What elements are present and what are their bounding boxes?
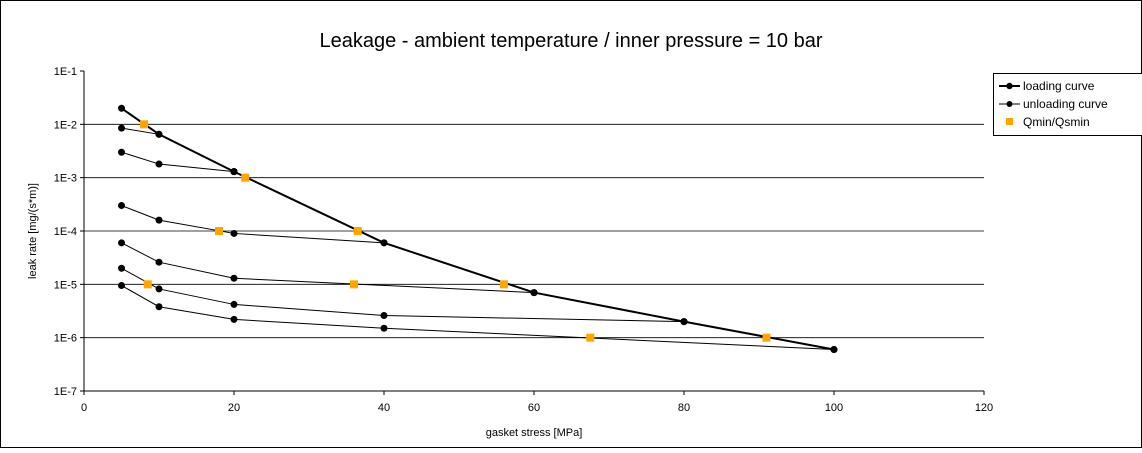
unloading-curve-point	[156, 303, 163, 310]
unloading-curve-point	[156, 285, 163, 292]
y-tick-label: 1E-6	[54, 333, 77, 345]
x-tick-label: 40	[378, 402, 390, 414]
unloading-curve-point	[381, 239, 388, 246]
unloading-curve-point	[231, 301, 238, 308]
legend: loading curve unloading curve Qmin/Qsmin	[994, 74, 1142, 136]
loading-curve-point	[118, 105, 125, 112]
unloading-curve-point	[681, 318, 688, 325]
legend-qmin-label: Qmin/Qsmin	[1023, 115, 1090, 129]
legend-loading-marker	[1006, 83, 1012, 89]
x-tick-label: 120	[975, 402, 993, 414]
unloading-curve-point	[831, 346, 838, 353]
qmin-marker	[144, 280, 152, 288]
x-tick-label: 60	[528, 402, 540, 414]
unloading-curve-point	[156, 217, 163, 224]
unloading-curve-point	[118, 149, 125, 156]
unloading-curve-point	[231, 168, 238, 175]
y-axis-title: leak rate [mg/(s*m)]	[27, 183, 39, 279]
qmin-marker	[140, 120, 148, 128]
qmin-marker	[350, 280, 358, 288]
chart-title: Leakage - ambient temperature / inner pr…	[319, 30, 822, 52]
qmin-marker	[241, 174, 249, 182]
y-tick-label: 1E-5	[54, 279, 77, 291]
x-axis-title: gasket stress [MPa]	[486, 427, 583, 439]
unloading-curve-point	[231, 275, 238, 282]
unloading-curve-point	[118, 202, 125, 209]
y-tick-label: 1E-7	[54, 386, 77, 398]
unloading-curve-point	[118, 125, 125, 132]
unloading-curve-point	[381, 312, 388, 319]
legend-unloading-marker	[1007, 101, 1013, 107]
unloading-curve-point	[118, 265, 125, 272]
y-tick-label: 1E-2	[54, 119, 77, 131]
unloading-curve-point	[156, 131, 163, 138]
unloading-curve-point	[118, 282, 125, 289]
qmin-marker	[586, 334, 594, 342]
unloading-curve-point	[231, 230, 238, 237]
unloading-curve-point	[381, 325, 388, 332]
x-tick-label: 20	[228, 402, 240, 414]
unloading-curve-point	[156, 259, 163, 266]
x-tick-label: 100	[825, 402, 843, 414]
x-tick-label: 0	[81, 402, 87, 414]
unloading-curve-point	[156, 161, 163, 168]
unloading-curve-point	[231, 316, 238, 323]
qmin-marker	[354, 227, 362, 235]
legend-unloading-label: unloading curve	[1023, 97, 1108, 111]
qmin-marker	[215, 227, 223, 235]
qmin-marker	[763, 334, 771, 342]
legend-qmin-marker	[1006, 118, 1013, 125]
qmin-marker	[500, 280, 508, 288]
y-tick-label: 1E-3	[54, 173, 77, 185]
x-tick-label: 80	[678, 402, 690, 414]
y-tick-label: 1E-4	[54, 226, 77, 238]
legend-loading-label: loading curve	[1023, 79, 1095, 93]
unloading-curve-point	[118, 239, 125, 246]
unloading-curve-point	[531, 289, 538, 296]
y-tick-label: 1E-1	[54, 66, 77, 78]
